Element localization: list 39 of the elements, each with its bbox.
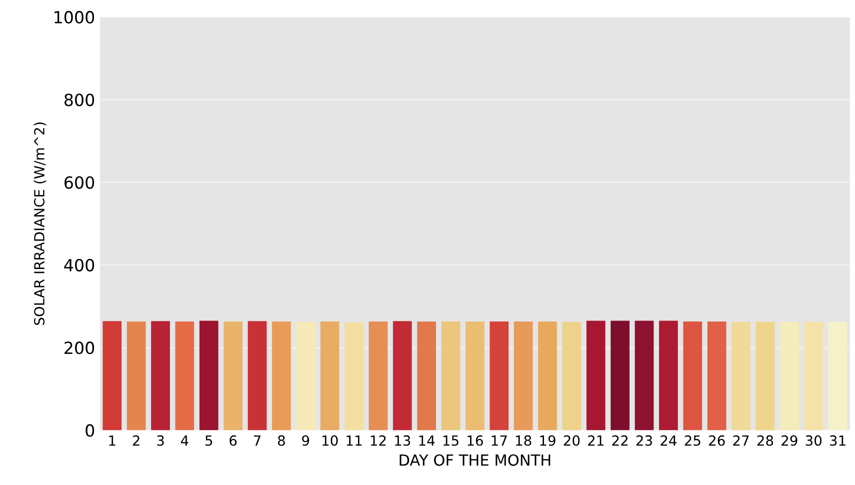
x-tick-label: 22 bbox=[612, 435, 628, 446]
x-tick-label: 4 bbox=[180, 435, 188, 446]
x-tick-label: 30 bbox=[806, 435, 822, 446]
x-tick-label: 2 bbox=[132, 435, 140, 446]
x-tick-label: 27 bbox=[733, 435, 749, 446]
x-tick-label: 21 bbox=[588, 435, 604, 446]
x-tick-label: 3 bbox=[157, 435, 164, 446]
x-tick-label: 10 bbox=[322, 435, 338, 446]
y-tick-label: 200 bbox=[64, 342, 94, 354]
x-tick-label: 14 bbox=[419, 435, 435, 446]
x-tick-label: 8 bbox=[278, 435, 285, 446]
x-tick-label: 24 bbox=[660, 435, 677, 446]
x-tick-label: 1 bbox=[109, 435, 116, 446]
y-axis-title: SOLAR IRRADIANCE (W/m^2) bbox=[34, 122, 46, 325]
x-tick-label: 15 bbox=[443, 435, 458, 446]
y-tick-label: 0 bbox=[86, 424, 94, 437]
x-tick-label: 13 bbox=[395, 435, 410, 446]
x-tick-label: 31 bbox=[830, 435, 846, 446]
x-tick-label: 16 bbox=[468, 435, 483, 446]
x-tick-label: 28 bbox=[757, 435, 774, 446]
x-tick-label: 18 bbox=[516, 435, 532, 446]
y-tick-label: 400 bbox=[64, 258, 94, 272]
x-tick-label: 17 bbox=[492, 435, 507, 446]
y-tick-label: 800 bbox=[64, 94, 94, 106]
x-tick-label: 6 bbox=[230, 435, 237, 446]
x-tick-label: 20 bbox=[564, 435, 580, 446]
x-tick-label: 25 bbox=[684, 435, 700, 446]
x-tick-label: 5 bbox=[206, 435, 212, 446]
x-tick-label: 11 bbox=[346, 435, 362, 446]
x-tick-label: 12 bbox=[370, 435, 386, 446]
x-tick-label: 7 bbox=[254, 435, 260, 446]
x-tick-label: 29 bbox=[782, 435, 798, 446]
y-tick-label: 1000 bbox=[54, 10, 94, 24]
x-tick-label: 19 bbox=[540, 435, 556, 446]
x-tick-label: 26 bbox=[709, 435, 725, 446]
x-axis-title: DAY OF THE MONTH bbox=[400, 454, 550, 466]
x-tick-label: 23 bbox=[636, 435, 652, 446]
x-tick-label: 9 bbox=[302, 435, 310, 446]
y-tick-label: 600 bbox=[64, 176, 94, 189]
